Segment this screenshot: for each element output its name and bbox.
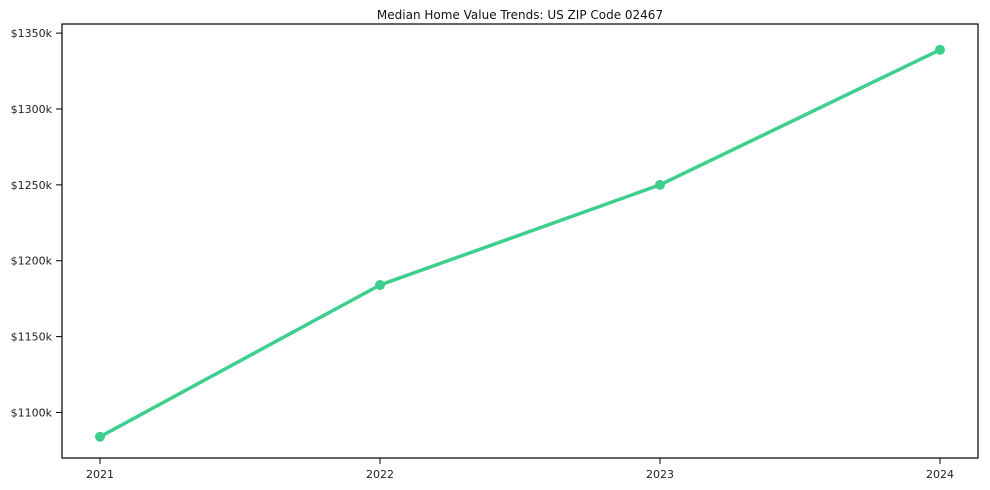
y-tick-label: $1350k [11, 27, 53, 40]
y-tick-label: $1300k [11, 103, 53, 116]
data-point [655, 179, 665, 190]
data-point [95, 431, 105, 442]
y-tick-label: $1100k [11, 406, 53, 419]
x-tick-label: 2024 [926, 468, 954, 481]
y-tick-label: $1200k [11, 255, 53, 268]
chart-title: Median Home Value Trends: US ZIP Code 02… [376, 8, 664, 22]
x-tick-label: 2022 [366, 468, 394, 481]
trend-line [98, 48, 942, 439]
plot-area [61, 23, 979, 459]
x-tick-label: 2021 [86, 468, 114, 481]
y-tick-label: $1150k [11, 331, 53, 344]
y-tick-label: $1250k [11, 179, 53, 192]
data-point [375, 280, 385, 291]
data-point [935, 44, 945, 55]
x-tick-label: 2023 [646, 468, 674, 481]
